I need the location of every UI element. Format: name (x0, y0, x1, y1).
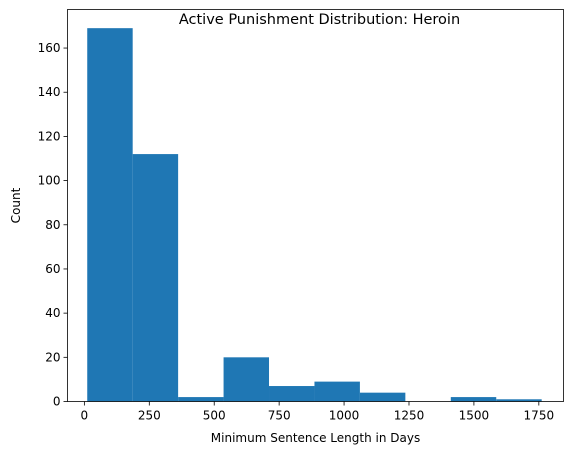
y-tick-label-4: 80 (45, 218, 60, 232)
histogram-bar-5 (314, 381, 360, 402)
x-axis-label: Minimum Sentence Length in Days (211, 431, 420, 445)
histogram-bar-8 (450, 397, 497, 402)
chart-title: Active Punishment Distribution: Heroin (179, 12, 460, 28)
y-tick-label-5: 100 (38, 174, 61, 188)
x-tick-label-7: 1750 (524, 409, 555, 423)
histogram-bar-4 (269, 386, 315, 402)
x-tick-label-5: 1250 (394, 409, 425, 423)
y-tick-label-6: 120 (38, 129, 61, 143)
x-tick-label-1: 250 (138, 409, 161, 423)
y-axis-ticks: 0 20 40 60 80 100 120 140 160 (38, 41, 68, 409)
x-tick-label-0: 0 (81, 409, 89, 423)
y-tick-label-1: 20 (45, 350, 60, 364)
bars-group (87, 28, 542, 402)
x-tick-label-3: 750 (268, 409, 291, 423)
y-tick-label-0: 0 (53, 395, 61, 409)
y-axis-label: Count (9, 187, 23, 223)
x-axis-ticks: 0 250 500 750 1000 1250 1500 1750 (81, 401, 555, 423)
plot-frame (67, 9, 564, 402)
y-tick-label-8: 160 (38, 41, 61, 55)
y-tick-label-2: 40 (45, 306, 60, 320)
histogram-bar-1 (132, 154, 179, 402)
x-tick-label-6: 1500 (459, 409, 490, 423)
x-tick-label-2: 500 (203, 409, 226, 423)
histogram-bar-6 (359, 392, 406, 402)
y-tick-label-7: 140 (38, 85, 61, 99)
y-tick-label-3: 60 (45, 262, 60, 276)
histogram-bar-3 (223, 357, 270, 402)
x-tick-label-4: 1000 (329, 409, 360, 423)
histogram-bar-2 (178, 397, 224, 402)
histogram-bar-0 (87, 28, 133, 402)
histogram-bar-9 (496, 399, 542, 402)
